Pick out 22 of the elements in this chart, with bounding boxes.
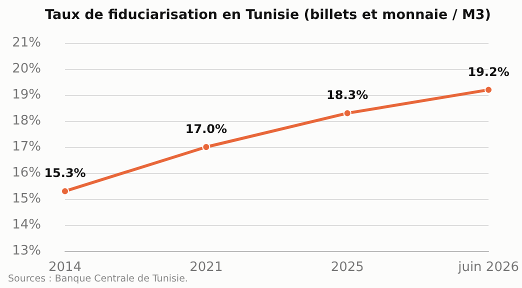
point xyxy=(202,143,210,151)
chart-title: Taux de fiduciarisation en Tunisie (billets et monnaie / M3) xyxy=(45,7,491,23)
y-tick-label: 15% xyxy=(12,192,41,206)
y-tick-label: 21% xyxy=(12,36,41,50)
x-tick-label: juin 2026 xyxy=(457,260,519,275)
x-tick-label: 2025 xyxy=(330,260,364,275)
x-tick-label: 2014 xyxy=(48,260,82,275)
y-tick-label: 18% xyxy=(12,114,41,128)
source-note: Sources : Banque Centrale de Tunisie. xyxy=(8,274,188,284)
data-label: 15.3% xyxy=(44,166,86,180)
point xyxy=(343,109,352,118)
point xyxy=(61,187,69,196)
y-tick-label: 17% xyxy=(12,140,41,154)
y-tick-label: 16% xyxy=(12,166,41,180)
x-tick-label: 2021 xyxy=(190,260,223,275)
y-tick-label: 14% xyxy=(12,218,41,232)
y-tick-label: 19% xyxy=(12,88,41,102)
y-tick-label: 20% xyxy=(12,62,41,76)
y-tick-label: 13% xyxy=(12,244,41,258)
data-label: 17.0% xyxy=(185,122,227,136)
data-label: 19.2% xyxy=(468,64,510,79)
data-label: 18.3% xyxy=(326,88,368,102)
